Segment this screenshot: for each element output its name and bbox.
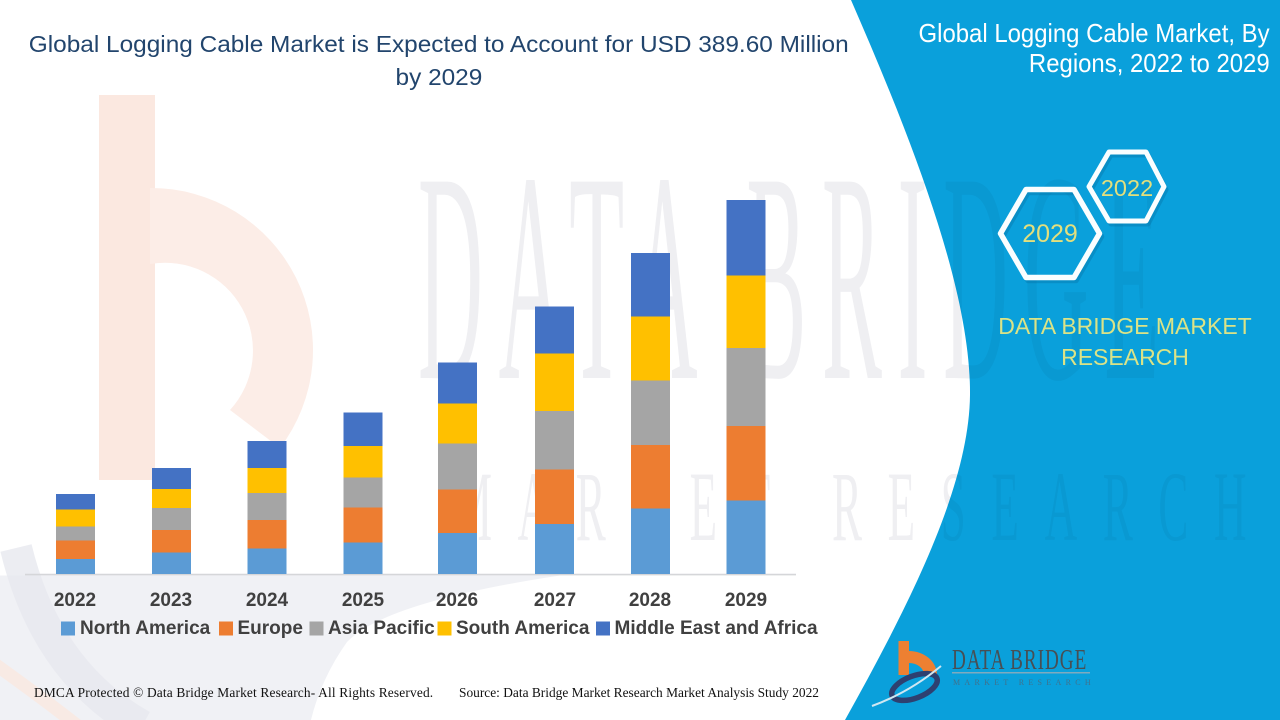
svg-text:2029: 2029 xyxy=(1022,220,1078,248)
svg-text:MARKET RESEARCH: MARKET RESEARCH xyxy=(953,678,1095,687)
svg-text:2022: 2022 xyxy=(1101,175,1153,201)
svg-text:DATA BRIDGE: DATA BRIDGE xyxy=(952,644,1087,676)
